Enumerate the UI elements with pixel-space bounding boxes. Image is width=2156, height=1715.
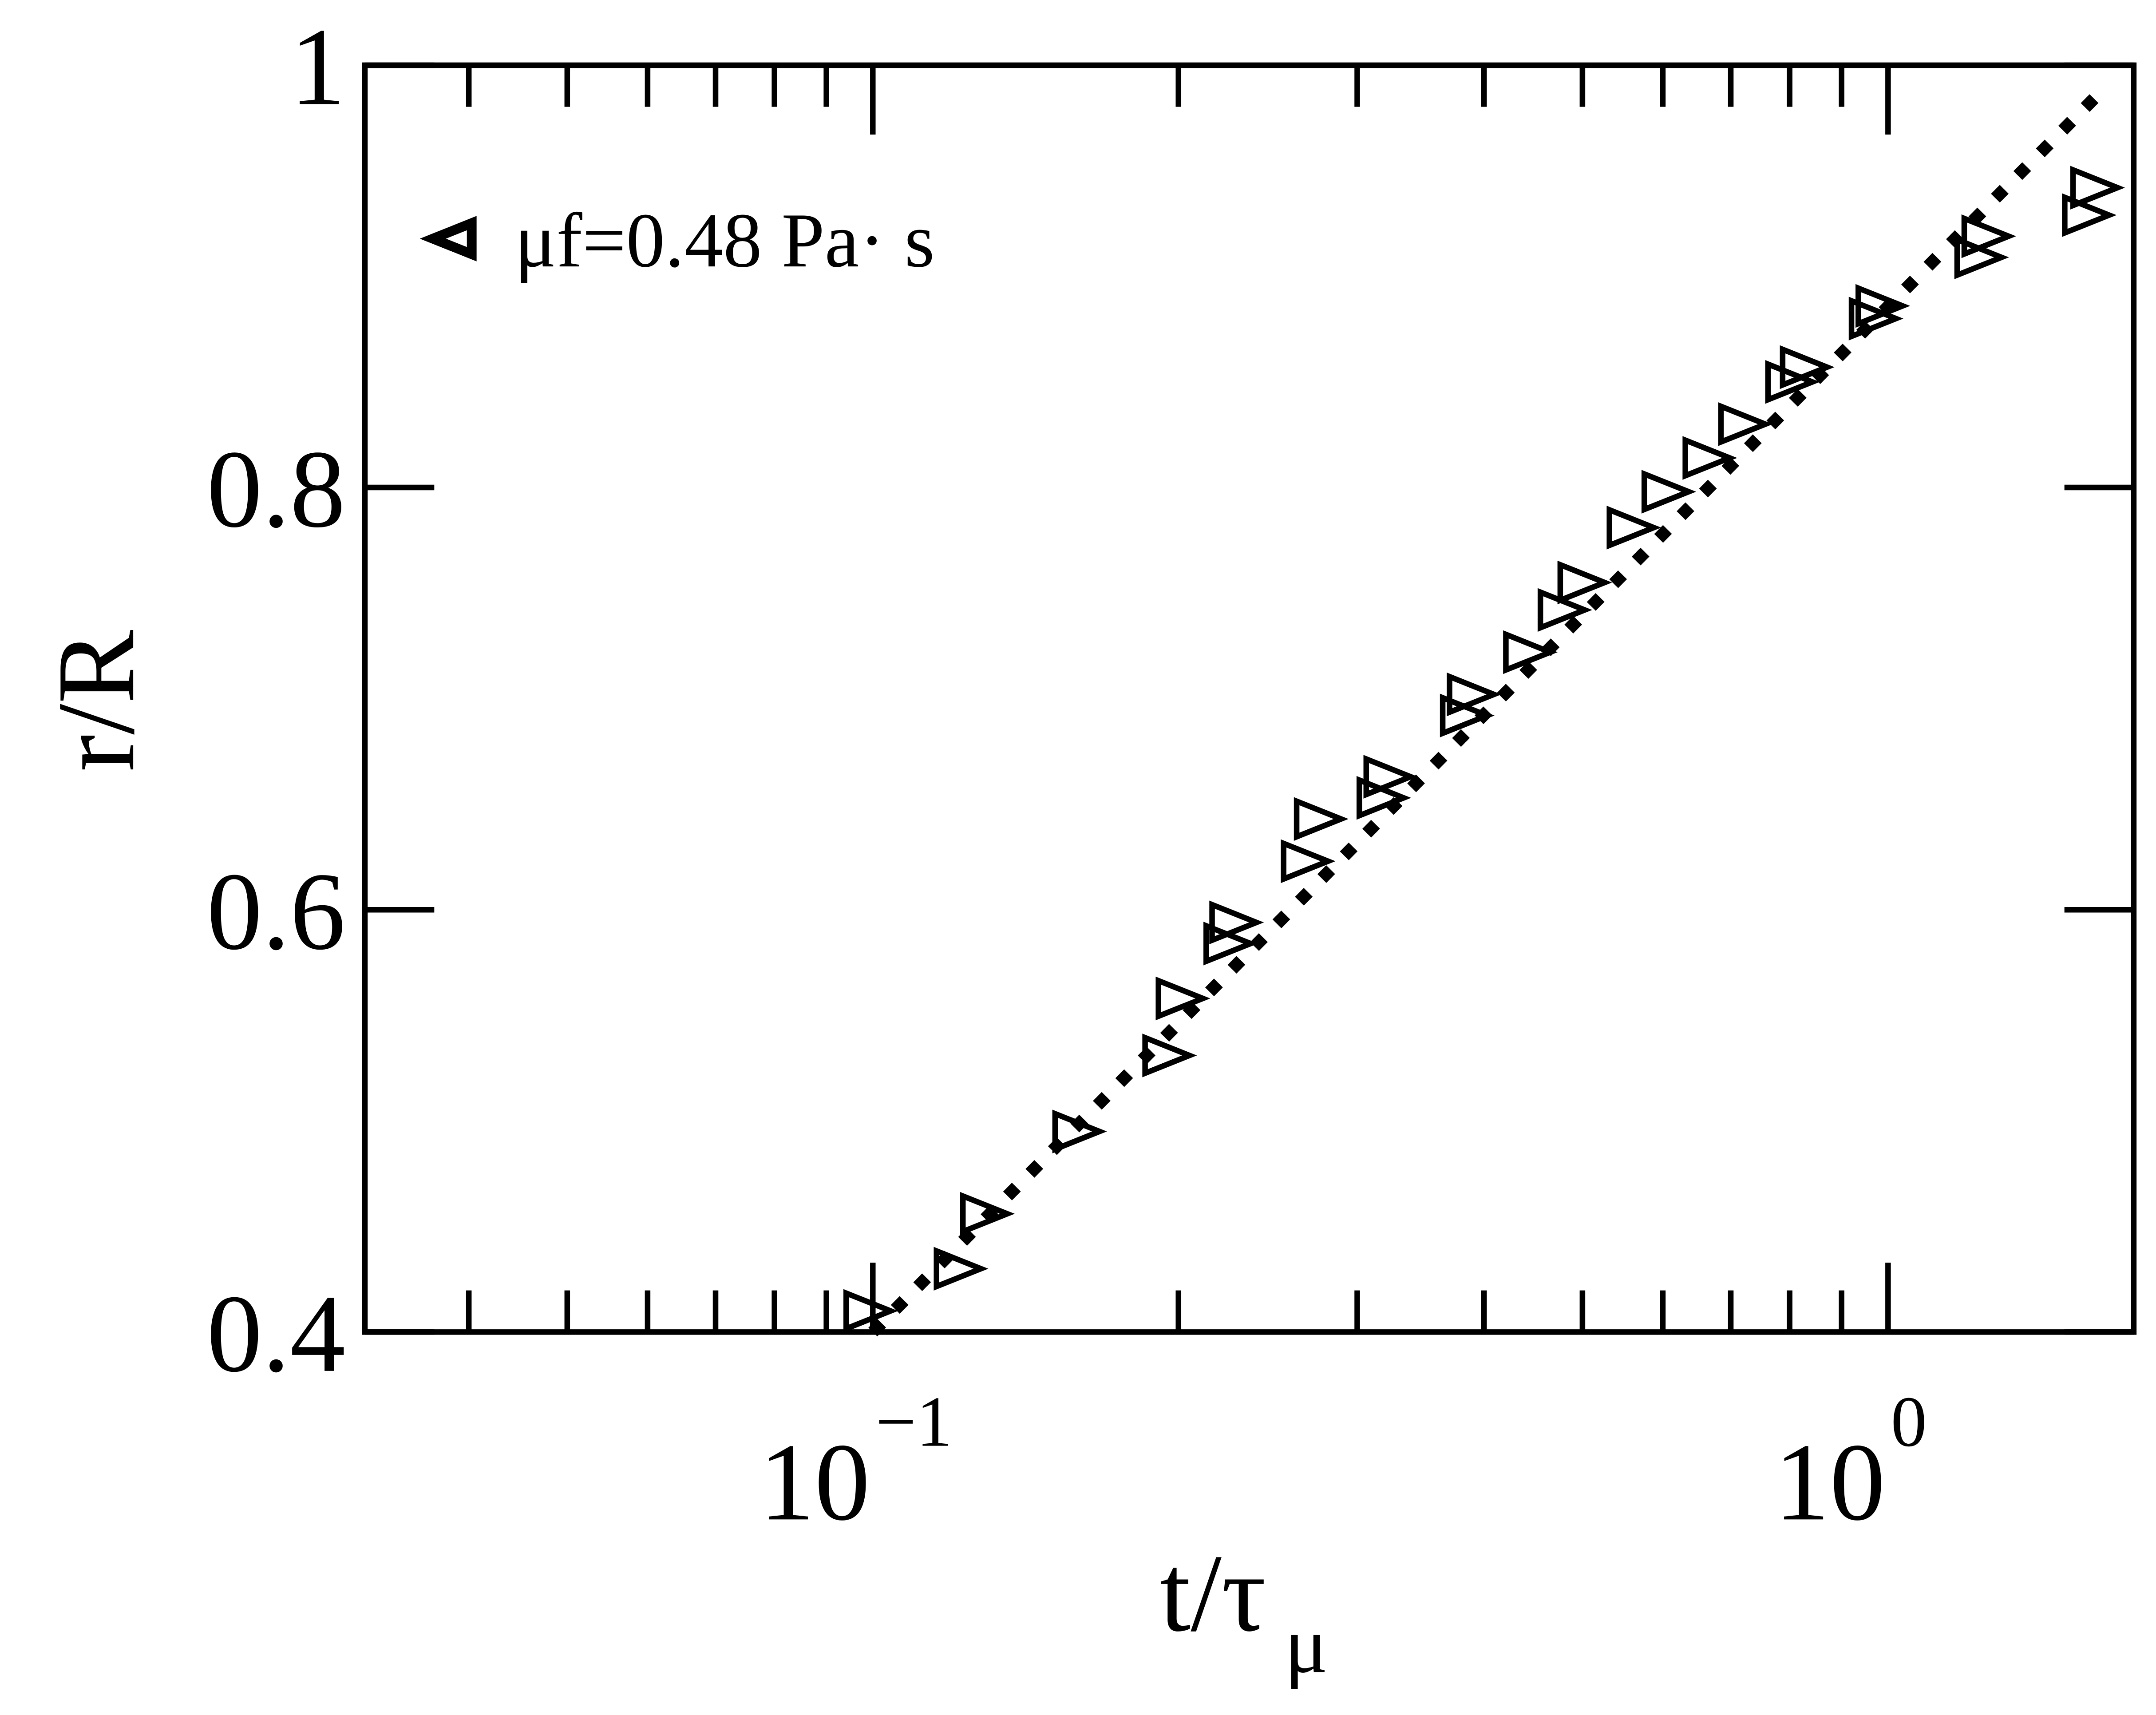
legend-marker xyxy=(419,216,477,261)
data-point xyxy=(1855,284,1911,328)
data-point xyxy=(1294,797,1349,841)
data-point xyxy=(1848,297,1903,341)
y-tick-label: 0.6 xyxy=(207,850,346,973)
data-point xyxy=(1363,755,1418,799)
data-point xyxy=(2070,166,2125,210)
y-tick-label: 0.8 xyxy=(207,428,346,551)
x-axis-label-subscript: μ xyxy=(1285,1600,1328,1690)
x-axis-label: t/τ xyxy=(1160,1532,1266,1655)
data-point xyxy=(1606,506,1662,550)
data-point xyxy=(1641,470,1697,514)
data-point xyxy=(1447,672,1502,717)
data-point xyxy=(1718,402,1773,446)
data-point xyxy=(1209,900,1264,944)
plot-frame xyxy=(362,62,2137,1335)
data-point xyxy=(1503,630,1558,674)
legend-label: μf=0.48 Pa· s xyxy=(515,197,935,283)
data-point xyxy=(1765,360,1820,404)
data-point xyxy=(1780,345,1835,389)
data-point xyxy=(1052,1109,1107,1153)
y-axis-label: r/R xyxy=(35,630,158,772)
data-point xyxy=(1682,436,1737,480)
data-point xyxy=(934,1247,989,1291)
x-tick-exponent: 0 xyxy=(1891,1382,1927,1462)
data-point xyxy=(843,1289,898,1333)
y-tick-label: 1 xyxy=(290,5,345,128)
x-tick-label: 10 xyxy=(1774,1421,1885,1544)
data-point xyxy=(960,1192,1015,1236)
x-tick-exponent: −1 xyxy=(876,1382,953,1462)
data-point xyxy=(1155,976,1211,1021)
x-tick-label: 10 xyxy=(759,1421,870,1544)
data-point xyxy=(1557,560,1612,605)
data-point xyxy=(1961,214,2016,258)
data-point xyxy=(1281,839,1336,883)
y-tick-label: 0.4 xyxy=(207,1272,346,1395)
data-point xyxy=(2062,193,2117,237)
data-point xyxy=(1142,1034,1197,1077)
